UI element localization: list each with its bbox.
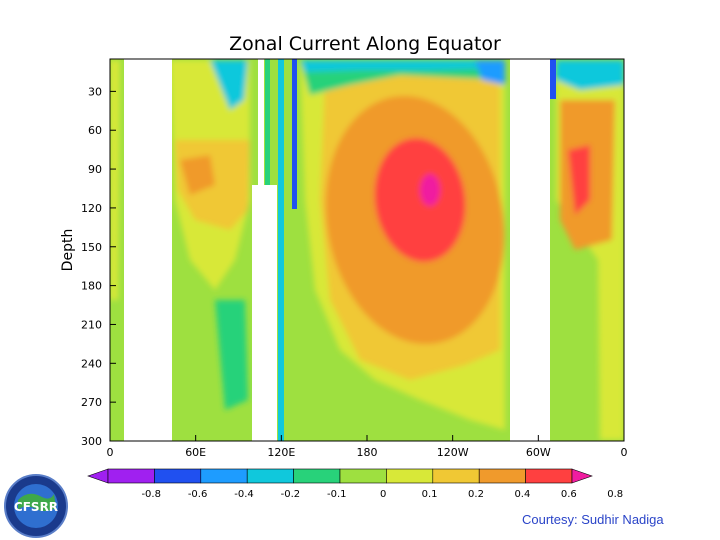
courtesy-text: Courtesy: Sudhir Nadiga bbox=[522, 512, 664, 527]
colorbar-segment bbox=[478, 468, 526, 484]
chart-title: Zonal Current Along Equator bbox=[229, 33, 501, 55]
colorbar-segment bbox=[107, 468, 155, 484]
y-tick-label: 210 bbox=[81, 318, 102, 331]
colorbar-label: -0.4 bbox=[234, 489, 254, 500]
y-tick-label: 300 bbox=[81, 435, 102, 448]
colorbar-segment bbox=[432, 468, 480, 484]
colorbar-label: 0.1 bbox=[422, 489, 438, 500]
colorbar-label: -0.2 bbox=[281, 489, 301, 500]
x-tick-label: 120E bbox=[267, 446, 295, 459]
colorbar-extend-high bbox=[571, 468, 593, 484]
heatmap-field bbox=[110, 59, 624, 441]
y-axis: 30 60 90 120 150 180 210 240 270 300 bbox=[81, 85, 116, 448]
colorbar: -0.8 -0.6 -0.4 -0.2 -0.1 0 0.1 0.2 0.4 0.6 0.8 bbox=[87, 468, 623, 500]
colorbar-label: -0.6 bbox=[188, 489, 208, 500]
cfsrr-logo: CFSRR bbox=[4, 474, 68, 538]
land-mask bbox=[510, 59, 550, 441]
colorbar-segment bbox=[339, 468, 387, 484]
colorbar-label: -0.8 bbox=[141, 489, 161, 500]
colorbar-segment bbox=[525, 468, 573, 484]
land-mask bbox=[124, 59, 172, 441]
colorbar-label: 0.8 bbox=[607, 489, 623, 500]
colorbar-label: 0.4 bbox=[514, 489, 530, 500]
y-tick-label: 240 bbox=[81, 357, 102, 370]
y-tick-label: 60 bbox=[88, 124, 102, 137]
x-tick-label: 60E bbox=[185, 446, 206, 459]
colorbar-segment bbox=[246, 468, 294, 484]
y-axis-label: Depth bbox=[60, 229, 76, 272]
y-tick-label: 180 bbox=[81, 280, 102, 293]
colorbar-segment bbox=[200, 468, 248, 484]
colorbar-segment bbox=[154, 468, 202, 484]
land-mask bbox=[258, 59, 264, 189]
x-axis: 0 60E 120E 180 120W 60W 0 bbox=[107, 435, 628, 459]
y-tick-label: 30 bbox=[88, 85, 102, 98]
colorbar-extend-low bbox=[87, 468, 109, 484]
colorbar-label: -0.1 bbox=[327, 489, 347, 500]
colorbar-label: 0.2 bbox=[468, 489, 484, 500]
colorbar-segment bbox=[386, 468, 434, 484]
y-tick-label: 90 bbox=[88, 163, 102, 176]
colorbar-segment bbox=[293, 468, 341, 484]
x-tick-label: 60W bbox=[526, 446, 551, 459]
logo-text: CFSRR bbox=[14, 500, 58, 514]
y-tick-label: 120 bbox=[81, 202, 102, 215]
colorbar-label: 0 bbox=[380, 489, 386, 500]
x-tick-label: 0 bbox=[107, 446, 114, 459]
y-tick-label: 270 bbox=[81, 396, 102, 409]
land-mask bbox=[252, 185, 277, 441]
x-tick-label: 180 bbox=[357, 446, 378, 459]
colorbar-label: 0.6 bbox=[561, 489, 577, 500]
y-tick-label: 150 bbox=[81, 241, 102, 254]
x-tick-label: 120W bbox=[437, 446, 469, 459]
x-tick-label: 0 bbox=[621, 446, 628, 459]
